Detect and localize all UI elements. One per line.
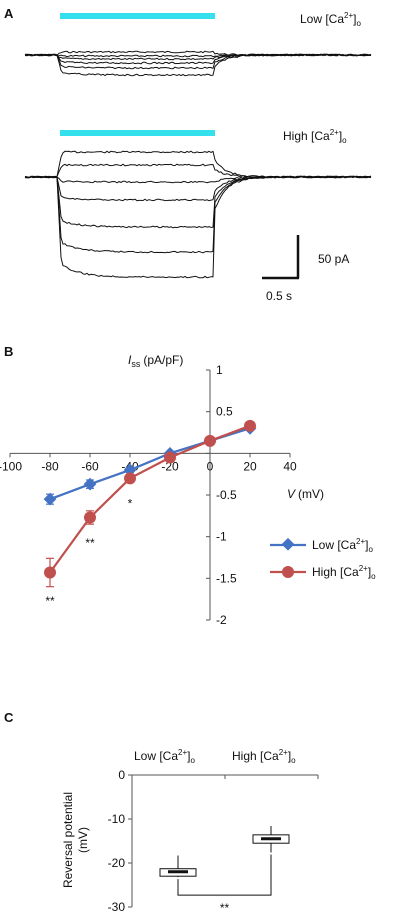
stim-bar-low <box>60 13 215 19</box>
b-x-tick-label: -20 <box>161 459 179 473</box>
data-point <box>123 463 137 477</box>
data-point <box>43 492 57 506</box>
data-point <box>124 472 136 485</box>
c-y-tick-label: 0 <box>118 768 125 782</box>
stim-bar-high <box>60 130 215 136</box>
c-category-low: Low [Ca2+]o <box>134 748 196 765</box>
current-trace <box>24 53 372 77</box>
b-y-tick-label: 1 <box>216 363 223 377</box>
data-point <box>164 451 176 464</box>
legend-label-low: Low [Ca2+]o <box>312 537 374 554</box>
current-trace <box>24 175 372 279</box>
legend-label-high: High [Ca2+]o <box>312 564 376 581</box>
b-ylabel: Iss (pA/pF) <box>128 353 183 369</box>
c-y-tick-label: -10 <box>108 812 126 826</box>
panel-b-letter: B <box>4 344 13 359</box>
c-boxes <box>159 826 290 878</box>
b-x-tick-label: -60 <box>81 459 99 473</box>
data-point <box>84 511 96 524</box>
trace-label-low: Low [Ca2+]o <box>300 11 362 28</box>
current-trace <box>24 53 372 61</box>
significance-bracket <box>177 854 272 896</box>
scale-time-label: 0.5 s <box>266 289 292 303</box>
legend-item-low: Low [Ca2+]o <box>270 537 374 554</box>
c-category-high: High [Ca2+]o <box>232 748 296 765</box>
b-y-tick-label: -1 <box>216 530 227 544</box>
b-x-tick-label: 20 <box>243 459 257 473</box>
c-y-tick-label: -20 <box>108 856 126 870</box>
b-series <box>43 419 257 588</box>
b-y-tick-label: -2 <box>216 613 227 627</box>
c-y-tick-label: -30 <box>108 900 126 914</box>
current-trace <box>25 175 372 202</box>
trace-label-high: High [Ca2+]o <box>283 128 347 145</box>
b-y-tick-label: -1.5 <box>216 571 237 585</box>
significance-mark: ** <box>85 536 95 550</box>
series-high <box>44 419 256 588</box>
b-y-tick-label: 0.5 <box>216 405 233 419</box>
current-trace <box>24 163 372 179</box>
c-ylabel: Reversal potential(mV) <box>61 792 90 888</box>
current-trace <box>24 150 372 179</box>
significance-mark: * <box>128 497 133 511</box>
box-high <box>252 826 290 853</box>
b-x-tick-label: -80 <box>41 459 59 473</box>
scale-current-label: 50 pA <box>318 252 349 266</box>
significance-mark: ** <box>220 901 230 915</box>
c-significance: ** <box>177 854 272 915</box>
b-xlabel: V (mV) <box>287 487 324 501</box>
b-x-tick-label: 0 <box>207 459 214 473</box>
data-point <box>244 419 256 432</box>
current-traces-high <box>24 150 372 279</box>
b-annotations: ***** <box>45 497 132 609</box>
panel-c-letter: C <box>4 710 14 725</box>
legend-item-high: High [Ca2+]o <box>270 564 376 581</box>
current-trace <box>24 175 372 229</box>
current-trace <box>24 53 372 65</box>
series-line <box>49 424 251 574</box>
c-axes: 0 -10 -20 -30 <box>108 768 319 914</box>
b-x-tick-label: -100 <box>0 459 22 473</box>
box-low <box>159 855 197 878</box>
current-trace <box>24 175 372 254</box>
data-point <box>204 434 216 447</box>
data-point <box>83 477 97 491</box>
b-y-tick-label: -0.5 <box>216 488 237 502</box>
b-legend: Low [Ca2+]o High [Ca2+]o <box>270 537 376 581</box>
b-x-tick-label: 40 <box>283 459 297 473</box>
data-point <box>44 566 56 579</box>
panel-a-letter: A <box>4 6 14 21</box>
scale-bar: 50 pA 0.5 s <box>262 235 349 303</box>
current-traces-low <box>24 50 372 77</box>
significance-mark: ** <box>45 594 55 608</box>
